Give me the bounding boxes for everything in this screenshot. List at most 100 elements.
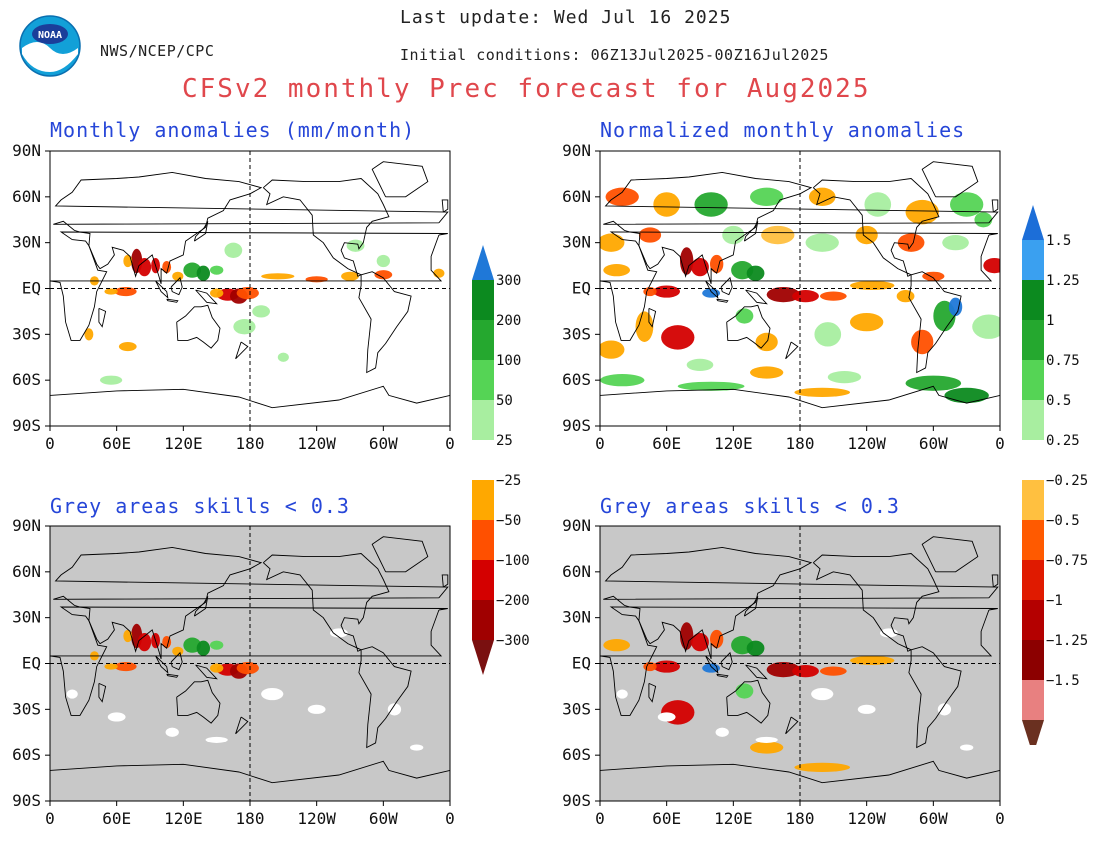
colorbar-extend-bottom: [1022, 720, 1044, 745]
precip-anomaly-area: [118, 341, 137, 352]
low-anomaly-area: [307, 704, 326, 714]
precip-anomaly-area: [376, 254, 391, 268]
coastline: [603, 171, 999, 285]
precip-anomaly-area: [897, 233, 925, 252]
precip-anomaly-area: [233, 319, 256, 335]
coastline: [603, 546, 999, 660]
precip-anomaly-area: [814, 322, 842, 347]
precip-anomaly-area: [735, 683, 754, 699]
colorbar-segment: [472, 560, 494, 600]
colorbar-segment: [1022, 280, 1044, 320]
colorbar-label: −100: [496, 553, 530, 569]
precip-anomaly-area: [224, 242, 243, 258]
coastline: [600, 231, 998, 341]
precip-anomaly-area: [374, 270, 393, 280]
precip-anomaly-area: [653, 192, 680, 217]
lon-label: 60E: [652, 434, 681, 453]
precip-anomaly-area: [305, 276, 328, 283]
coastline: [53, 546, 449, 660]
precip-anomaly-area: [653, 285, 680, 298]
precip-anomaly-area: [820, 291, 847, 301]
lat-label: EQ: [22, 279, 41, 298]
precip-anomaly-area: [104, 663, 118, 670]
coastline: [921, 161, 979, 198]
coastline: [600, 385, 1000, 409]
coastline: [726, 679, 771, 724]
precip-anomaly-area: [137, 257, 152, 277]
precip-anomaly-area: [638, 227, 662, 243]
colorbar-segment: [1022, 400, 1044, 440]
colorbar-anomalies: 300 200 100 50 25 −25 −50 −100 −200 −300: [472, 245, 530, 675]
precip-anomaly-area: [252, 305, 270, 318]
coastline: [921, 536, 979, 573]
colorbar-extend-bottom: [472, 640, 494, 675]
lat-label: 90N: [562, 141, 591, 160]
precip-anomaly-area: [653, 660, 680, 673]
colorbar-segment: [1022, 320, 1044, 360]
precip-anomaly-area: [944, 387, 989, 404]
lat-label: 30N: [562, 233, 591, 252]
lat-label: 90S: [12, 791, 41, 810]
precip-anomaly-area: [827, 371, 862, 384]
precip-anomaly-area: [196, 640, 210, 656]
colorbar-segment: [1022, 480, 1044, 520]
colorbar-segment: [472, 400, 494, 440]
lon-label: 0: [995, 434, 1005, 453]
low-anomaly-area: [811, 687, 834, 701]
lat-label: 60N: [562, 187, 591, 206]
colorbar-label: 100: [496, 353, 521, 369]
lat-label: 30S: [12, 324, 41, 343]
coastline: [176, 304, 221, 349]
lat-label: 90S: [562, 416, 591, 435]
precip-anomaly-area: [746, 640, 765, 656]
precip-anomaly-area: [911, 329, 934, 355]
precip-anomaly-area: [766, 661, 800, 678]
precip-anomaly-area: [750, 366, 784, 379]
coastline: [50, 231, 448, 341]
precip-anomaly-area: [677, 381, 745, 391]
lon-label: 120W: [297, 434, 336, 453]
low-anomaly-area: [165, 727, 179, 737]
coastline: [358, 271, 412, 374]
coastline: [743, 596, 759, 617]
lat-label: 60S: [562, 745, 591, 764]
coastline: [371, 536, 429, 573]
coastline: [716, 673, 729, 678]
precip-anomaly-area: [605, 187, 639, 206]
precip-anomaly-area: [210, 640, 224, 650]
lat-label: 30S: [12, 699, 41, 718]
precip-anomaly-area: [346, 239, 365, 252]
lat-label: 90S: [562, 791, 591, 810]
panel-title-anom-skill: Grey areas skills < 0.3: [50, 494, 350, 518]
coastline: [600, 760, 1000, 784]
coastline: [812, 178, 940, 277]
lon-label: 0: [595, 434, 605, 453]
precip-anomaly-area: [84, 328, 94, 341]
coastline: [908, 271, 962, 374]
coastline: [193, 596, 209, 617]
precip-anomaly-area: [983, 257, 1000, 274]
colorbar-segment: [472, 520, 494, 560]
lon-label: 120E: [164, 434, 203, 453]
low-anomaly-area: [410, 744, 424, 751]
precip-anomaly-area: [600, 374, 645, 387]
lat-label: 30N: [12, 608, 41, 627]
lon-label: 120W: [847, 809, 886, 828]
precip-anomaly-area: [948, 297, 963, 316]
precip-anomaly-area: [603, 639, 630, 652]
lon-label: 120E: [714, 809, 753, 828]
precip-anomaly-area: [694, 192, 728, 217]
precip-anomaly-area: [183, 637, 202, 653]
colorbar-label: 200: [496, 313, 521, 329]
coastline: [166, 673, 179, 678]
precip-anomaly-area: [600, 340, 625, 359]
coastline: [170, 276, 183, 296]
coastline: [235, 341, 249, 360]
coastline: [262, 178, 390, 277]
coastline: [991, 199, 999, 213]
low-anomaly-area: [616, 689, 628, 699]
colorbar-segment: [1022, 680, 1044, 720]
coastline: [358, 646, 412, 749]
colorbar-normalized: 1.5 1.25 1 0.75 0.5 0.25 −0.25 −0.5 −0.75 −1 −1.25…: [1022, 205, 1088, 745]
lat-label: 60S: [12, 745, 41, 764]
